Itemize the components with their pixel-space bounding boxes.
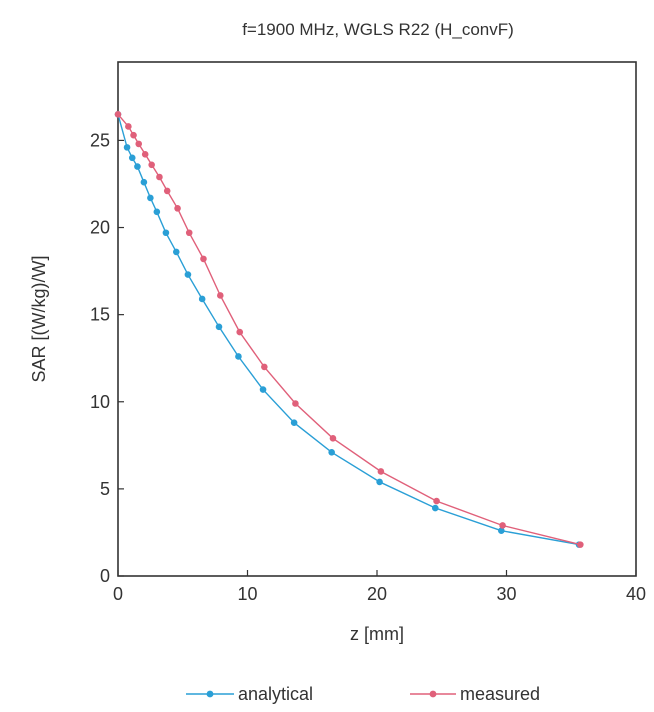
data-point-analytical: [431, 504, 439, 512]
data-point-measured: [156, 173, 163, 181]
data-point-analytical: [198, 295, 206, 303]
legend-marker-analytical: [206, 690, 214, 698]
data-point-analytical: [215, 323, 223, 331]
data-point-measured: [185, 229, 193, 237]
x-tick-label: 0: [113, 584, 123, 604]
data-point-analytical: [128, 154, 136, 162]
data-point-measured: [174, 205, 181, 212]
x-tick-label: 30: [496, 584, 516, 604]
data-point-analytical: [328, 448, 335, 456]
data-point-analytical: [376, 478, 383, 486]
data-point-measured: [499, 522, 506, 529]
data-point-measured: [292, 400, 299, 407]
data-point-measured: [163, 187, 171, 195]
data-point-measured: [148, 161, 155, 169]
data-point-measured: [577, 541, 584, 548]
data-point-measured: [141, 151, 149, 158]
legend: analytical measured: [186, 684, 540, 704]
data-point-analytical: [290, 419, 298, 426]
data-point-analytical: [235, 353, 242, 360]
series-line-measured: [117, 113, 581, 546]
x-tick-label: 40: [626, 584, 646, 604]
data-point-measured: [236, 328, 244, 336]
data-point-analytical: [153, 208, 161, 216]
x-tick-label: 20: [367, 584, 387, 604]
data-point-measured: [217, 292, 224, 299]
x-tick-label: 10: [237, 584, 257, 604]
data-point-analytical: [498, 527, 505, 534]
data-point-measured: [200, 255, 207, 263]
data-point-measured: [114, 110, 122, 118]
data-point-measured: [261, 363, 268, 371]
series-line-analytical: [117, 114, 580, 546]
series-analytical: [114, 110, 583, 548]
data-point-analytical: [147, 194, 154, 202]
data-point-measured: [329, 435, 337, 442]
data-point-measured: [377, 468, 385, 475]
legend-label-analytical: analytical: [238, 684, 313, 704]
y-tick-label: 15: [90, 305, 110, 325]
data-point-measured: [125, 123, 132, 130]
legend-label-measured: measured: [460, 684, 540, 704]
y-tick-label: 5: [100, 479, 110, 499]
y-axis-label: SAR [(W/kg)/W]: [29, 256, 49, 383]
legend-item-analytical: analytical: [186, 684, 313, 704]
chart-title: f=1900 MHz, WGLS R22 (H_convF): [242, 20, 514, 39]
legend-marker-measured: [429, 690, 437, 698]
series-measured: [114, 110, 584, 548]
data-point-analytical: [123, 144, 131, 151]
data-point-measured: [433, 497, 440, 505]
data-point-analytical: [184, 271, 192, 278]
y-tick-label: 10: [90, 392, 110, 412]
data-point-analytical: [140, 178, 148, 186]
data-point-analytical: [172, 248, 180, 256]
data-point-analytical: [162, 229, 170, 237]
axis-ticks: 0 10 20 30 40 0 5 10 15 20 25: [90, 130, 646, 604]
data-point-analytical: [134, 163, 141, 170]
x-axis-label: z [mm]: [350, 624, 404, 644]
data-point-measured: [130, 131, 137, 139]
data-point-measured: [135, 140, 143, 148]
y-tick-label: 20: [90, 218, 110, 238]
legend-item-measured: measured: [410, 684, 540, 704]
plot-frame: [117, 61, 637, 577]
y-tick-label: 0: [100, 566, 110, 586]
y-tick-label: 25: [90, 130, 110, 150]
data-point-analytical: [259, 386, 267, 393]
series-layer: [114, 110, 584, 548]
